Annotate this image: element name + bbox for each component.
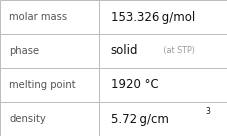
Text: phase: phase (9, 46, 39, 56)
Text: (at STP): (at STP) (160, 47, 194, 55)
Text: 153.326 g/mol: 153.326 g/mol (110, 10, 194, 24)
Text: 1920 °C: 1920 °C (110, 78, 158, 92)
Text: 5.72 g/cm: 5.72 g/cm (110, 112, 168, 126)
Text: molar mass: molar mass (9, 12, 67, 22)
Text: melting point: melting point (9, 80, 75, 90)
Text: density: density (9, 114, 46, 124)
Text: 3: 3 (204, 107, 209, 116)
Text: solid: solid (110, 44, 138, 58)
